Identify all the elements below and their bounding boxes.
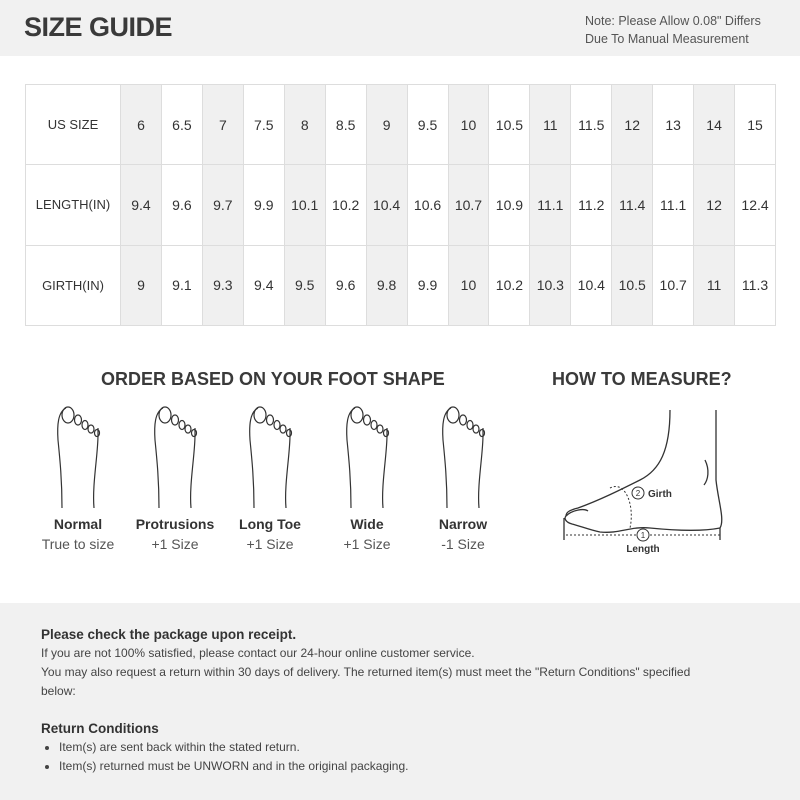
foot-shape-normal: Normal True to size [28, 400, 128, 552]
row-header: LENGTH(IN) [25, 164, 121, 246]
foot-outline-icon [154, 406, 198, 509]
foot-shape-wide: Wide +1 Size [317, 400, 417, 552]
table-cell: 9 [365, 83, 408, 166]
table-cell: 10.4 [365, 164, 408, 246]
measurement-note: Note: Please Allow 0.08" Differs Due To … [585, 12, 761, 48]
girth-label: Girth [648, 489, 672, 500]
table-cell: 6 [120, 83, 162, 166]
length-number: 1 [641, 531, 646, 540]
table-cell: 6.5 [160, 83, 203, 166]
table-cell: 10.7 [652, 244, 695, 327]
policy-text: If you are not 100% satisfied, please co… [41, 646, 475, 660]
table-cell: 10 [447, 83, 490, 166]
table-cell: 9.6 [160, 164, 203, 246]
foot-shape-name: Long Toe [239, 516, 301, 532]
table-cell: 11 [693, 244, 736, 327]
foot-shape-size: +1 Size [151, 536, 199, 552]
table-cell: 10 [447, 244, 490, 327]
table-cell: 9.9 [242, 164, 285, 246]
note-line: Due To Manual Measurement [585, 32, 749, 46]
condition-item: Item(s) returned must be UNWORN and in t… [59, 757, 759, 776]
table-cell: 15 [734, 83, 776, 166]
table-cell: 9.5 [283, 244, 326, 327]
table-cell: 9.1 [160, 244, 203, 327]
table-cell: 9.9 [406, 244, 449, 327]
foot-outline-icon [249, 406, 293, 509]
table-cell: 8 [283, 83, 326, 166]
table-cell: 11.3 [734, 244, 776, 327]
table-row: GIRTH(IN) 9 9.1 9.3 9.4 9.5 9.6 9.8 9.9 10 10.2 10.… [25, 244, 776, 327]
table-cell: 10.9 [488, 164, 531, 246]
table-cell: 11 [529, 83, 572, 166]
foot-outline-icon [442, 406, 486, 509]
foot-shape-size: True to size [41, 536, 115, 552]
size-table: US SIZE 6 6.5 7 7.5 8 8.5 9 9.5 10 10.5 11 11.5 12 13 1… [25, 83, 776, 327]
foot-shape-narrow: Narrow -1 Size [413, 400, 513, 552]
condition-item: Item(s) are sent back within the stated … [59, 738, 759, 757]
table-cell: 14 [693, 83, 736, 166]
note-line: Note: Please Allow 0.08" Differs [585, 14, 761, 28]
foot-shape-size: -1 Size [441, 536, 485, 552]
table-cell: 9.5 [406, 83, 449, 166]
foot-shape-protrusions: Protrusions +1 Size [125, 400, 225, 552]
table-cell: 11.2 [570, 164, 613, 246]
table-cell: 10.5 [488, 83, 531, 166]
foot-shape-long-toe: Long Toe +1 Size [220, 400, 320, 552]
foot-shape-size: +1 Size [343, 536, 391, 552]
table-cell: 12 [693, 164, 736, 246]
table-cell: 13 [652, 83, 695, 166]
row-header: GIRTH(IN) [25, 244, 121, 327]
table-cell: 10.5 [611, 244, 654, 327]
table-row: LENGTH(IN) 9.4 9.6 9.7 9.9 10.1 10.2 10.4 10.6 10… [25, 164, 776, 246]
table-cell: 9.4 [242, 244, 285, 327]
table-cell: 9.7 [201, 164, 244, 246]
girth-number: 2 [636, 489, 641, 498]
foot-side-icon: 2 Girth 1 Length [563, 409, 723, 555]
foot-shape-name: Narrow [438, 516, 488, 532]
policy-text: You may also request a return within 30 … [41, 665, 691, 698]
how-to-measure-title: HOW TO MEASURE? [552, 369, 732, 389]
table-cell: 9.6 [324, 244, 367, 327]
policy-heading: Please check the package upon receipt. [41, 627, 297, 642]
foot-shape-name: Wide [350, 516, 384, 532]
table-cell: 9 [120, 244, 162, 327]
table-cell: 12.4 [734, 164, 776, 246]
row-header: US SIZE [25, 83, 121, 166]
table-cell: 7 [201, 83, 244, 166]
length-label: Length [626, 544, 659, 555]
page-title: SIZE GUIDE [24, 12, 173, 42]
table-cell: 10.3 [529, 244, 572, 327]
table-cell: 12 [611, 83, 654, 166]
table-cell: 11.4 [611, 164, 654, 246]
foot-shape-name: Protrusions [135, 516, 215, 532]
return-policy: Please check the package upon receipt. I… [0, 603, 800, 800]
table-cell: 10.1 [283, 164, 326, 246]
header: SIZE GUIDE Note: Please Allow 0.08" Diff… [0, 0, 800, 56]
table-row: US SIZE 6 6.5 7 7.5 8 8.5 9 9.5 10 10.5 11 11.5 12 13 1… [25, 83, 776, 166]
table-cell: 10.2 [324, 164, 367, 246]
table-cell: 11.1 [529, 164, 572, 246]
table-cell: 11.1 [652, 164, 695, 246]
measure-diagram: 2 Girth 1 Length [550, 409, 740, 565]
foot-shape-name: Normal [53, 516, 103, 532]
table-cell: 9.3 [201, 244, 244, 327]
foot-shape-title: ORDER BASED ON YOUR FOOT SHAPE [101, 369, 445, 389]
conditions-heading: Return Conditions [41, 721, 159, 736]
foot-outline-icon [346, 406, 390, 509]
table-cell: 9.8 [365, 244, 408, 327]
table-cell: 9.4 [120, 164, 162, 246]
table-cell: 8.5 [324, 83, 367, 166]
table-cell: 10.7 [447, 164, 490, 246]
table-cell: 10.4 [570, 244, 613, 327]
foot-outline-icon [57, 406, 101, 509]
table-cell: 10.6 [406, 164, 449, 246]
table-cell: 11.5 [570, 83, 613, 166]
foot-shape-size: +1 Size [246, 536, 294, 552]
table-cell: 7.5 [242, 83, 285, 166]
table-cell: 10.2 [488, 244, 531, 327]
